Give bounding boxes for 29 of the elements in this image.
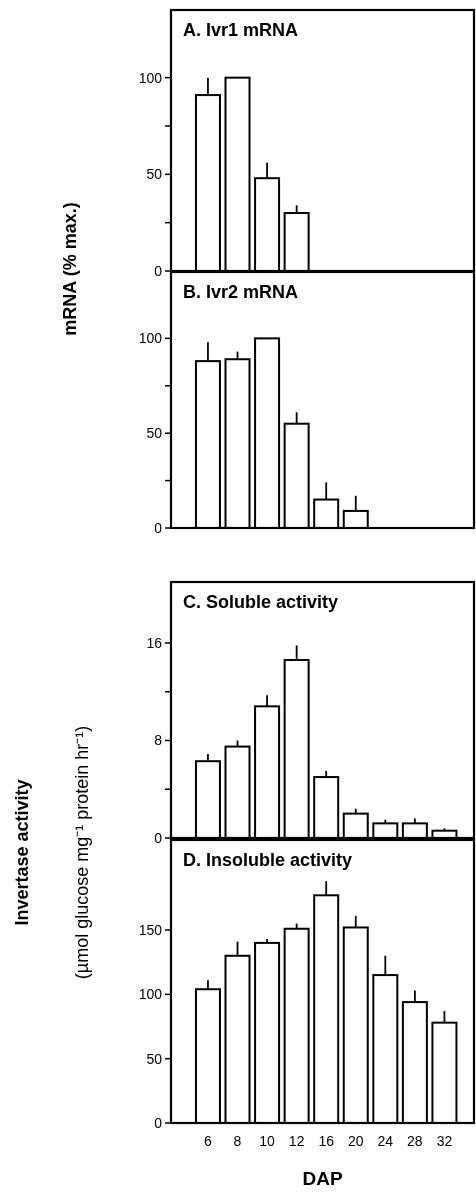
x-tick-label: 8 xyxy=(233,1133,242,1149)
x-axis-title: DAP xyxy=(302,1168,343,1189)
y-tick-label: 8 xyxy=(154,732,163,749)
y-tick-label: 0 xyxy=(154,1114,163,1131)
text: C. Soluble activity xyxy=(183,592,339,612)
y-tick-label: 100 xyxy=(138,986,163,1003)
x-tick-label: 24 xyxy=(377,1133,394,1149)
text: A. Ivr1 mRNA xyxy=(183,20,299,40)
y-tick-label: 0 xyxy=(154,519,163,536)
y-tick-label: 50 xyxy=(146,166,163,183)
y-tick-label: 0 xyxy=(154,829,163,846)
x-tick-label: 32 xyxy=(436,1133,453,1149)
x-tick-label: 28 xyxy=(407,1133,423,1149)
x-tick-label: 10 xyxy=(259,1133,276,1149)
y-tick-label: 150 xyxy=(138,921,163,938)
y-tick-label: 100 xyxy=(138,69,163,86)
x-tick-label: 12 xyxy=(288,1133,305,1149)
y-tick-label: 16 xyxy=(146,634,163,651)
text: Invertase activity (µmol glucose mg⁻¹ protein hr⁻¹) xyxy=(12,725,92,980)
y-axis-title: mRNA (% max.) xyxy=(60,202,80,336)
x-tick-label: 16 xyxy=(318,1133,335,1149)
y-tick-label: 50 xyxy=(146,425,163,442)
text: D. Insoluble activity xyxy=(183,850,353,870)
y-tick-label: 100 xyxy=(138,330,163,347)
x-tick-label: 6 xyxy=(204,1133,213,1149)
y-tick-label: 50 xyxy=(146,1050,163,1067)
y-tick-label: 0 xyxy=(154,262,163,279)
x-tick-label: 20 xyxy=(347,1133,364,1149)
text: B. Ivr2 mRNA xyxy=(183,282,299,302)
